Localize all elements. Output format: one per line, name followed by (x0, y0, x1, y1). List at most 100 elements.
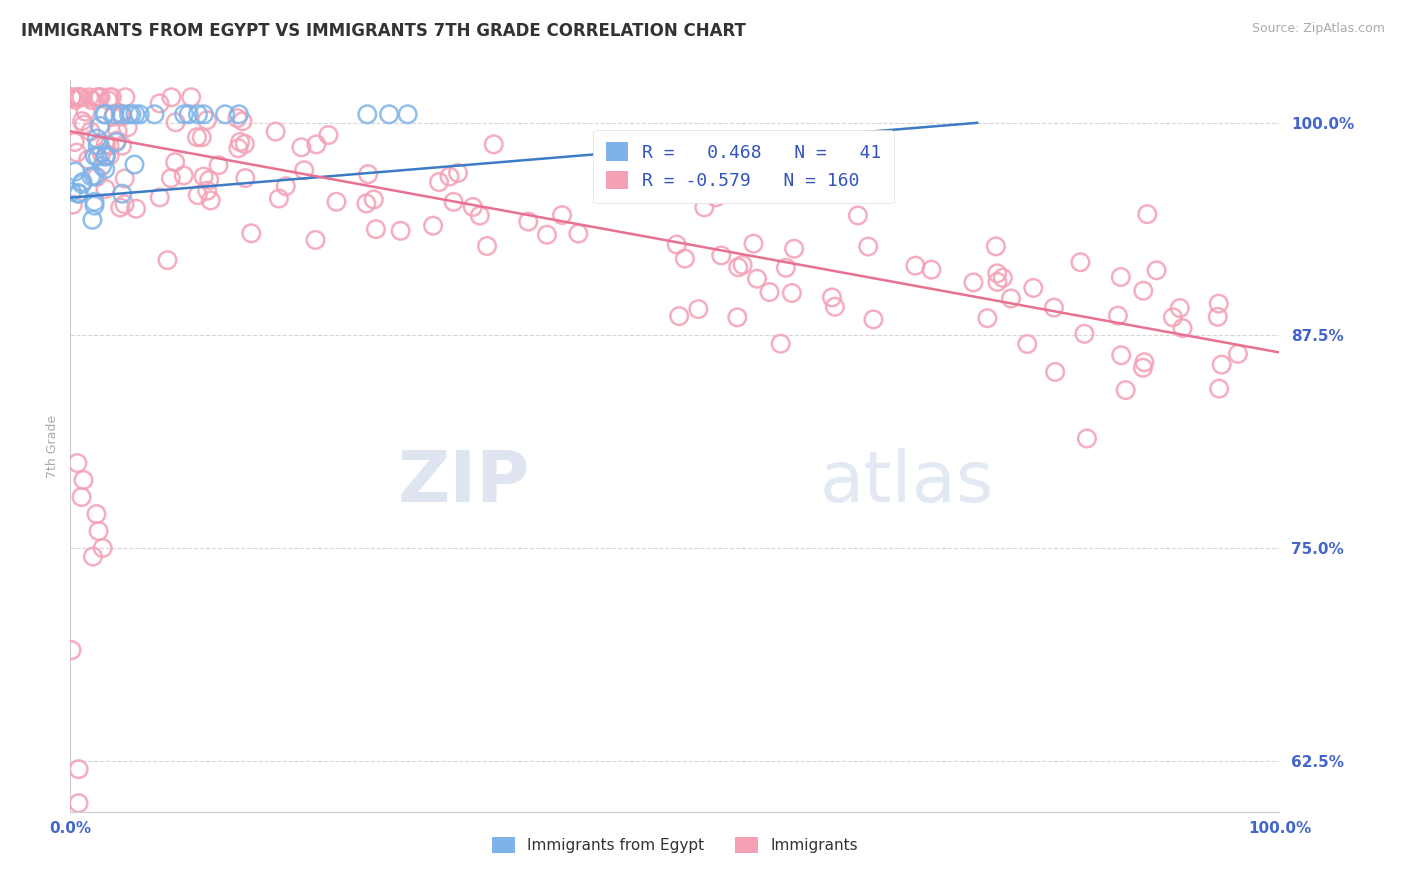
Point (1043, 365, 1066, 379)
Point (87, 138, 110, 153)
Point (98, 90, 121, 104)
Point (89, 90, 111, 104)
Point (745, 271, 768, 285)
Point (1161, 310, 1184, 325)
Point (83, 199, 105, 213)
Point (305, 137, 328, 152)
Text: Source: ZipAtlas.com: Source: ZipAtlas.com (1251, 22, 1385, 36)
Point (89, 90, 111, 104)
Point (193, 169, 215, 184)
Point (1208, 382, 1230, 396)
Point (758, 285, 780, 299)
Point (665, 237, 688, 252)
Point (165, 115, 187, 129)
Point (149, 190, 172, 204)
Point (846, 209, 869, 223)
Point (117, 120, 139, 135)
Point (737, 163, 759, 178)
Point (1115, 383, 1137, 397)
Point (124, 157, 146, 171)
Point (439, 169, 461, 184)
Point (775, 260, 797, 275)
Point (1109, 348, 1132, 362)
Point (177, 107, 200, 121)
Point (67, 90, 90, 104)
Point (1109, 270, 1132, 285)
Point (725, 310, 748, 325)
Point (962, 276, 984, 290)
Point (110, 106, 132, 120)
Point (704, 190, 727, 204)
Point (173, 169, 195, 183)
Point (82, 212, 104, 227)
Point (290, 140, 312, 154)
Point (105, 134, 128, 148)
Point (83, 194, 105, 209)
Point (94, 182, 117, 196)
Point (304, 233, 326, 247)
Point (60, 90, 83, 104)
Point (228, 107, 250, 121)
Point (98, 148, 121, 162)
Point (274, 179, 297, 194)
Point (742, 236, 765, 251)
Point (105, 135, 128, 149)
Point (125, 202, 148, 216)
Point (60, 90, 83, 104)
Point (186, 130, 208, 145)
Legend: Immigrants from Egypt, Immigrants: Immigrants from Egypt, Immigrants (486, 830, 863, 859)
Point (1017, 337, 1039, 351)
Point (862, 312, 884, 326)
Point (1206, 310, 1229, 324)
Point (67, 186, 90, 201)
Point (389, 224, 412, 238)
Point (517, 214, 540, 228)
Point (97, 93, 120, 107)
Point (207, 158, 229, 172)
Point (318, 128, 340, 142)
Point (356, 107, 378, 121)
Point (976, 311, 998, 326)
Point (111, 107, 134, 121)
Point (77, 153, 100, 167)
Point (86, 507, 108, 521)
Point (688, 302, 710, 317)
Point (986, 275, 1008, 289)
Point (567, 227, 589, 241)
Point (920, 262, 942, 277)
Point (107, 124, 129, 138)
Point (80, 93, 103, 107)
Point (673, 252, 696, 266)
Point (200, 194, 222, 208)
Point (357, 167, 380, 181)
Point (73, 118, 96, 132)
Point (67, 796, 90, 810)
Point (70, 177, 93, 191)
Y-axis label: 7th Grade: 7th Grade (46, 415, 59, 477)
Point (1208, 296, 1230, 310)
Point (193, 107, 215, 121)
Point (668, 309, 690, 323)
Point (363, 193, 385, 207)
Point (821, 290, 844, 304)
Point (468, 209, 491, 223)
Point (79, 124, 101, 138)
Point (62, 197, 84, 211)
Point (87, 150, 110, 164)
Point (195, 113, 218, 128)
Point (91, 159, 114, 173)
Text: ZIP: ZIP (398, 448, 530, 517)
Point (124, 107, 146, 121)
Point (86, 90, 108, 104)
Point (70, 114, 93, 128)
Point (101, 90, 124, 104)
Point (226, 111, 249, 125)
Point (70, 90, 93, 104)
Point (121, 107, 143, 121)
Point (364, 222, 387, 236)
Point (693, 200, 716, 214)
Point (378, 107, 401, 121)
Point (1132, 360, 1154, 375)
Point (67, 90, 90, 104)
Point (86, 131, 108, 145)
